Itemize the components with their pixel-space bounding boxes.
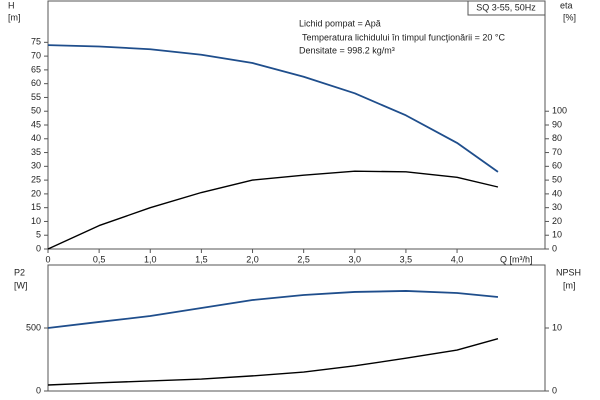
x-tick-label: 0,5 [93,254,106,264]
y2-tick-label: 50 [552,174,562,184]
x-tick-label: 3,5 [400,254,413,264]
curve [47,338,499,386]
y2-axis-label: eta [560,0,573,10]
curve [47,290,499,329]
y2-tick-label: 30 [552,202,562,212]
x-tick-label: 4,0 [451,254,464,264]
y-tick-label: 0 [36,385,41,395]
y-tick-label: 70 [31,50,41,60]
y-axis-label: H [8,0,15,10]
y2-tick-label: 0 [552,385,557,395]
curve [47,170,499,250]
x-tick-label: 1,5 [195,254,208,264]
x-tick-label: 2,0 [246,254,259,264]
y-tick-label: 25 [31,174,41,184]
y-axis-label: P2 [14,267,25,277]
y-tick-label: 55 [31,92,41,102]
y2-tick-label: 20 [552,216,562,226]
y-tick-label: 30 [31,161,41,171]
y2-tick-label: 90 [552,119,562,129]
y-tick-label: 35 [31,147,41,157]
y2-tick-label: 0 [552,243,557,253]
annotation: Temperatura lichidului în timpul funcţio… [302,32,505,42]
y-tick-label: 0 [36,243,41,253]
y-tick-label: 75 [31,37,41,47]
y2-tick-label: 10 [552,230,562,240]
y-tick-label: 5 [36,230,41,240]
y2-tick-label: 80 [552,133,562,143]
y-tick-label: 40 [31,133,41,143]
x-tick-label: 3,0 [349,254,362,264]
x-axis-label: Q [m³/h] [500,254,533,264]
y-tick-label: 10 [31,216,41,226]
y-tick-label: 65 [31,64,41,74]
y2-tick-label: 60 [552,161,562,171]
y-tick-label: 50 [31,106,41,116]
y2-axis-unit: [%] [563,12,576,22]
y-tick-label: 60 [31,78,41,88]
y2-axis-label: NPSH [556,267,581,277]
y-tick-label: 500 [26,322,41,332]
y2-tick-label: 10 [552,322,562,332]
x-tick-label: 2,5 [297,254,310,264]
y2-tick-label: 40 [552,188,562,198]
annotation: Densitate = 998.2 kg/m³ [299,45,395,55]
y2-axis-unit: [m] [563,280,576,290]
curve [47,44,499,173]
x-tick-label: 0 [45,254,50,264]
y-axis-unit: [W] [14,280,28,290]
y-tick-label: 15 [31,202,41,212]
y-tick-label: 20 [31,188,41,198]
y-tick-label: 45 [31,119,41,129]
y-axis-unit: [m] [8,12,21,22]
x-tick-label: 1,0 [144,254,157,264]
chart-title: SQ 3-55, 50Hz [476,2,536,12]
y2-tick-label: 100 [552,106,567,116]
y2-tick-label: 70 [552,147,562,157]
annotation: Lichid pompat = Apă [299,18,381,28]
